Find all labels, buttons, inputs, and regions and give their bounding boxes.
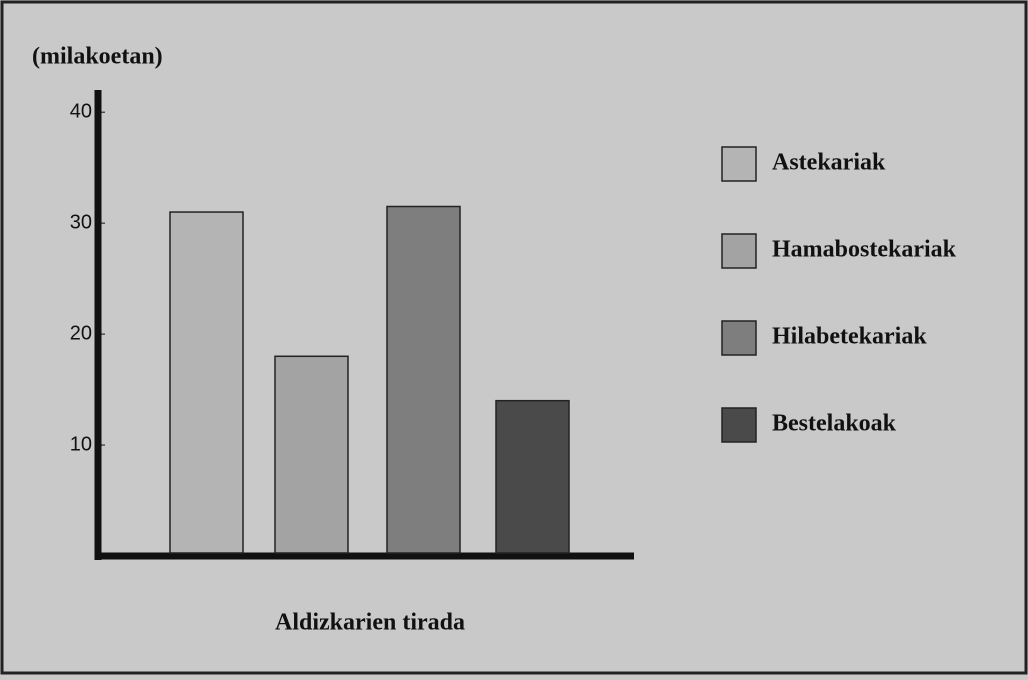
legend-label: Bestelakoak — [772, 411, 897, 437]
y-axis-label: (milakoetan) — [32, 44, 163, 70]
y-tick-label: 40 — [70, 100, 92, 122]
bar — [495, 399, 570, 554]
legend-swatch — [721, 407, 757, 443]
bar — [386, 205, 461, 554]
bar — [274, 355, 349, 554]
y-tick-label: 30 — [70, 211, 92, 233]
legend-label: Astekariak — [772, 150, 886, 176]
legend-label: Hamabostekariak — [772, 237, 957, 263]
legend-swatch — [721, 233, 757, 269]
legend-label: Hilabetekariak — [772, 324, 927, 350]
legend-swatch — [721, 320, 757, 356]
legend-swatch — [721, 146, 757, 182]
y-tick-label: 20 — [70, 322, 92, 344]
x-axis-label: Aldizkarien tirada — [275, 610, 465, 636]
bar — [169, 211, 244, 554]
y-tick-label: 10 — [70, 433, 92, 455]
